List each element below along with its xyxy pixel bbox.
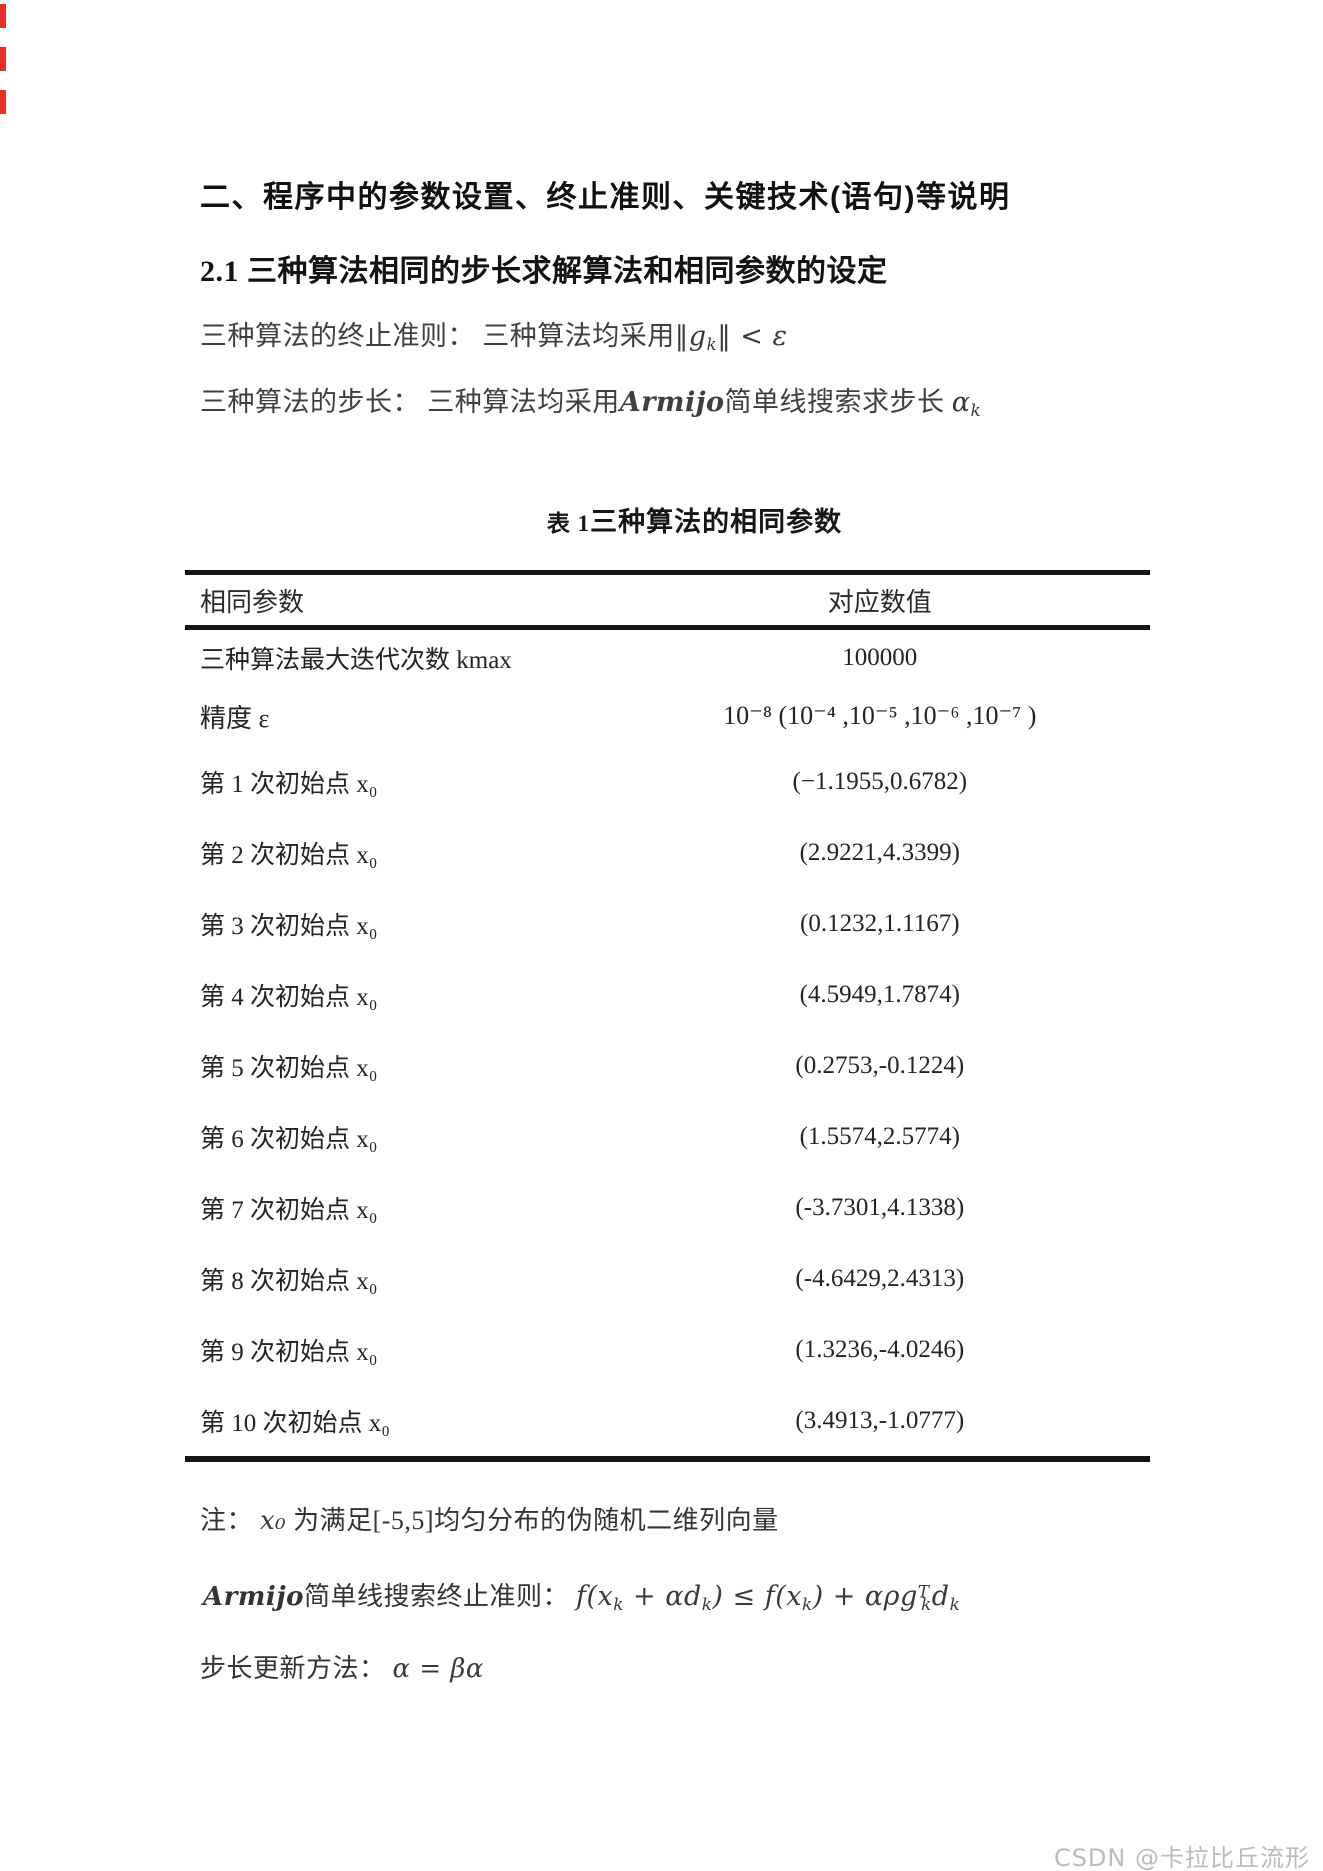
value-cell: (1.3236,-4.0246)	[795, 1335, 965, 1363]
param-cell: 第 1 次初始点 x₀	[200, 770, 378, 798]
termination-formula: ‖gk‖ < ε	[674, 321, 788, 355]
step-update-label: 步长更新方法：	[200, 1654, 393, 1683]
table-note: 注： x₀ 为满足[-5,5]均匀分布的伪随机二维列向量	[200, 1500, 779, 1537]
column-header-param: 相同参数	[200, 587, 305, 617]
note-label: 注：	[200, 1506, 261, 1535]
table-row: 第 8 次初始点 x₀ (-4.6429,2.4313)	[185, 1243, 1150, 1314]
armijo-word: Armijo	[619, 387, 725, 418]
step-update-line: 步长更新方法： α = βα	[200, 1648, 484, 1685]
red-dash-marks	[0, 4, 6, 118]
param-cell: 精度 ε	[200, 703, 270, 733]
table-row: 第 9 次初始点 x₀ (1.3236,-4.0246)	[185, 1314, 1150, 1385]
x0-symbol: x₀	[260, 1506, 287, 1536]
table-header-separator	[185, 625, 1150, 630]
param-cell: 第 10 次初始点 x₀	[200, 1409, 390, 1437]
table-header-row: 相同参数 对应数值	[185, 575, 1150, 625]
param-cell: 第 3 次初始点 x₀	[200, 912, 378, 940]
param-cell: 第 9 次初始点 x₀	[200, 1338, 378, 1366]
param-cell: 第 7 次初始点 x₀	[200, 1196, 378, 1224]
termination-text: 三种算法的终止准则： 三种算法均采用	[200, 321, 675, 351]
value-cell: 100000	[842, 644, 918, 671]
param-cell: 三种算法最大迭代次数 kmax	[200, 647, 512, 674]
table-row: 第 2 次初始点 x₀ (2.9221,4.3399)	[185, 817, 1150, 888]
table-caption-label: 表 1	[546, 511, 591, 536]
armijo-label: 简单线搜索终止准则：	[304, 1582, 577, 1611]
param-cell: 第 4 次初始点 x₀	[200, 983, 378, 1011]
table-top-border	[185, 570, 1150, 575]
armijo-word: Armijo	[203, 1582, 305, 1612]
param-cell: 第 5 次初始点 x₀	[200, 1054, 378, 1082]
section-heading: 二、程序中的参数设置、终止准则、关键技术(语句)等说明	[200, 181, 1011, 214]
table-row: 第 10 次初始点 x₀ (3.4913,-1.0777)	[185, 1385, 1150, 1456]
table-row: 第 4 次初始点 x₀ (4.5949,1.7874)	[185, 959, 1150, 1030]
param-cell: 第 2 次初始点 x₀	[200, 841, 378, 869]
alpha-k-formula: αk	[951, 387, 982, 421]
value-cell: (4.5949,1.7874)	[799, 980, 960, 1008]
armijo-criterion-line: Armijo简单线搜索终止准则： f(xk + αdk) ≤ f(xk) + α…	[203, 1576, 960, 1613]
subsection-heading: 2.1 三种算法相同的步长求解算法和相同参数的设定	[200, 255, 888, 288]
table-row: 精度 ε 10⁻⁸ (10⁻⁴ ,10⁻⁵ ,10⁻⁶ ,10⁻⁷ )	[185, 686, 1150, 746]
value-cell: (0.1232,1.1167)	[800, 909, 960, 937]
value-cell: (3.4913,-1.0777)	[795, 1406, 965, 1434]
step-length-mid-text: 简单线搜索求步长	[724, 387, 952, 417]
table-caption: 表 1三种算法的相同参数	[185, 500, 1150, 539]
table-row: 第 7 次初始点 x₀ (-3.7301,4.1338)	[185, 1172, 1150, 1243]
param-cell: 第 8 次初始点 x₀	[200, 1267, 378, 1295]
value-cell: (-4.6429,2.4313)	[795, 1264, 965, 1292]
value-cell: (−1.1955,0.6782)	[792, 767, 968, 795]
step-length-paragraph: 三种算法的步长： 三种算法均采用Armijo简单线搜索求步长 αk	[200, 380, 981, 419]
table-row: 第 1 次初始点 x₀ (−1.1955,0.6782)	[185, 746, 1150, 817]
step-length-text: 三种算法的步长： 三种算法均采用	[200, 387, 620, 417]
parameters-table: 相同参数 对应数值 三种算法最大迭代次数 kmax 100000 精度 ε 10…	[185, 570, 1150, 1462]
table-row: 第 3 次初始点 x₀ (0.1232,1.1167)	[185, 888, 1150, 959]
table-caption-title: 三种算法的相同参数	[590, 507, 843, 537]
csdn-watermark: CSDN @卡拉比丘流形	[1053, 1844, 1310, 1871]
table-row: 第 6 次初始点 x₀ (1.5574,2.5774)	[185, 1101, 1150, 1172]
table-row: 三种算法最大迭代次数 kmax 100000	[185, 630, 1150, 686]
value-cell: (1.5574,2.5774)	[799, 1122, 960, 1150]
table-bottom-border	[185, 1456, 1150, 1462]
value-cell: (0.2753,-0.1224)	[795, 1051, 965, 1079]
value-cell: (-3.7301,4.1338)	[795, 1193, 965, 1221]
value-cell: (2.9221,4.3399)	[799, 838, 960, 866]
value-cell: 10⁻⁸ (10⁻⁴ ,10⁻⁵ ,10⁻⁶ ,10⁻⁷ )	[723, 701, 1037, 730]
param-cell: 第 6 次初始点 x₀	[200, 1125, 378, 1153]
step-update-formula: α = βα	[392, 1654, 484, 1684]
table-row: 第 5 次初始点 x₀ (0.2753,-0.1224)	[185, 1030, 1150, 1101]
armijo-formula: f(xk + αdk) ≤ f(xk) + αρgTkdk	[576, 1581, 961, 1615]
column-header-value: 对应数值	[827, 587, 932, 617]
note-text: 为满足[-5,5]均匀分布的伪随机二维列向量	[286, 1506, 779, 1535]
termination-criterion-paragraph: 三种算法的终止准则： 三种算法均采用‖gk‖ < ε	[200, 314, 787, 353]
